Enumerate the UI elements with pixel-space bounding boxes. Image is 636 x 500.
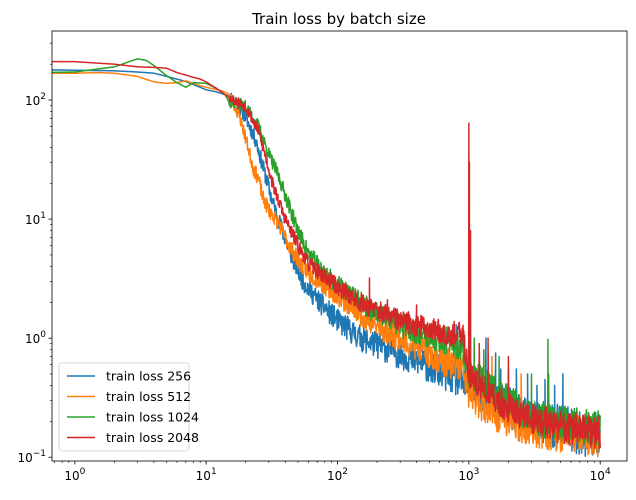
- legend-label: train loss 2048: [106, 430, 199, 445]
- chart-title: Train loss by batch size: [251, 10, 426, 28]
- plot-area: 100 101 102 103 104 10−1 100 101 102: [17, 30, 628, 483]
- y-tick-label: 100: [25, 330, 46, 346]
- series-line-1: [52, 71, 601, 458]
- legend-label: train loss 1024: [106, 410, 199, 425]
- x-tick-label: 102: [327, 467, 348, 483]
- y-tick-label: 101: [25, 211, 46, 227]
- axes-frame: [51, 30, 628, 462]
- y-tick-label: 102: [25, 92, 46, 108]
- x-tick-label: 101: [196, 467, 217, 483]
- legend-box: [58, 362, 190, 452]
- x-tick-label: 103: [458, 467, 479, 483]
- series-line-0: [52, 69, 601, 457]
- series-line-3: [52, 60, 601, 449]
- x-tick-label: 100: [64, 467, 85, 483]
- legend-label: train loss 256: [106, 369, 191, 384]
- legend-label: train loss 512: [106, 389, 191, 404]
- x-tick-label: 104: [590, 467, 611, 483]
- series-lines: [52, 58, 601, 458]
- legend: train loss 256 train loss 512 train loss 1…: [58, 362, 199, 452]
- y-tick-label: 10−1: [17, 449, 46, 465]
